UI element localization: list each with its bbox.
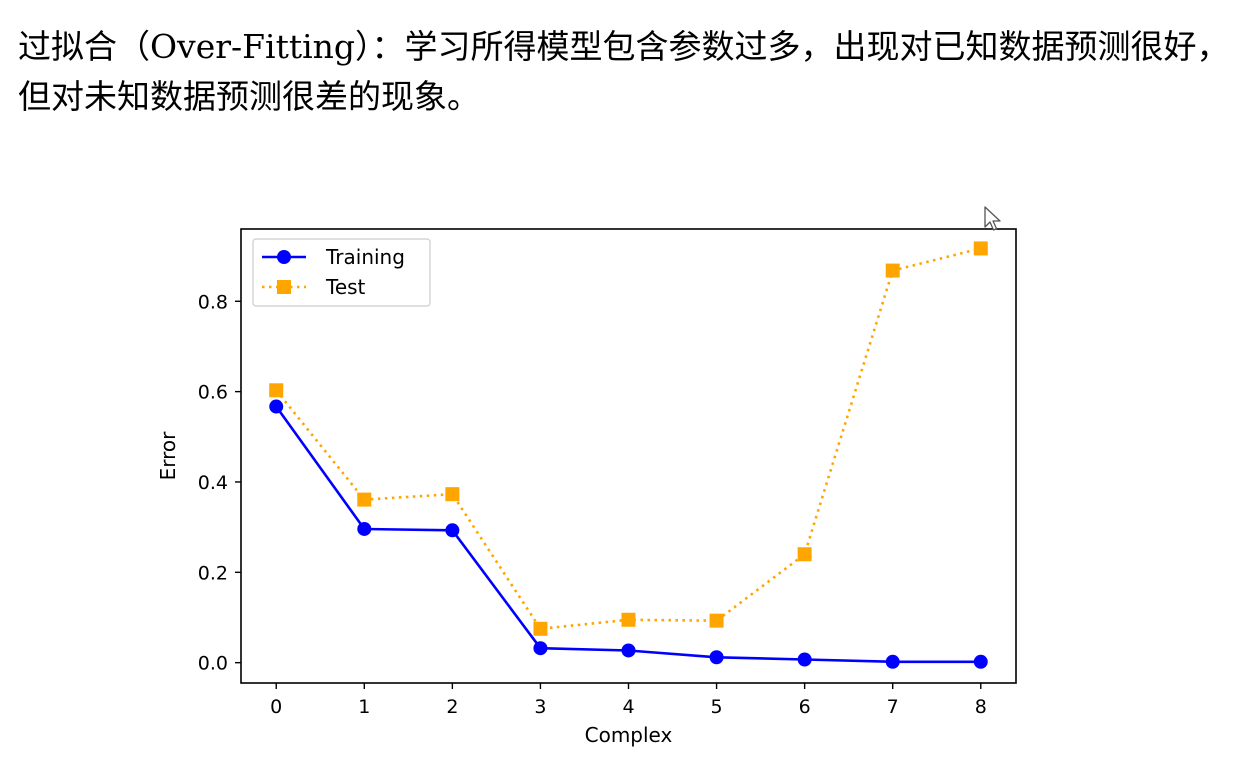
training-point — [445, 523, 460, 538]
test-point — [357, 492, 372, 507]
series-layer — [269, 241, 988, 669]
test-point — [621, 612, 636, 627]
y-axis-label: Error — [156, 431, 180, 481]
mouse-cursor-icon — [984, 206, 1001, 231]
x-axis-label: Complex — [585, 723, 673, 747]
x-tick-label: 5 — [711, 696, 723, 718]
test-point — [709, 613, 724, 628]
x-tick-label: 3 — [534, 696, 546, 718]
training-point — [709, 650, 724, 665]
y-tick-label: 0.4 — [198, 472, 228, 494]
test-point — [797, 547, 812, 562]
x-tick-label: 8 — [975, 696, 987, 718]
test-point — [533, 621, 548, 636]
x-tick-label: 1 — [358, 696, 370, 718]
legend: Training Test — [252, 238, 431, 307]
test-point — [973, 241, 988, 256]
y-tick-label: 0.8 — [198, 291, 228, 313]
x-tick-label: 0 — [270, 696, 282, 718]
y-tick-label: 0.6 — [198, 382, 228, 404]
y-tick-label: 0.2 — [198, 562, 228, 584]
training-point — [621, 643, 636, 658]
x-tick-label: 4 — [622, 696, 634, 718]
training-point — [357, 521, 372, 536]
legend-training-label: Training — [325, 245, 405, 269]
training-point — [797, 652, 812, 667]
x-tick-label: 7 — [887, 696, 899, 718]
test-point — [885, 263, 900, 278]
x-tick-label: 2 — [446, 696, 458, 718]
training-point — [885, 654, 900, 669]
slide-definition-text: 过拟合（Over-Fitting）：学习所得模型包含参数过多，出现对已知数据预测… — [18, 27, 1230, 116]
y-tick-label: 0.0 — [198, 653, 228, 675]
test-point — [269, 383, 284, 398]
legend-test-label: Test — [325, 275, 366, 299]
training-point — [973, 654, 988, 669]
axis-layer: 0 1 2 3 4 5 6 7 8 0.0 0.2 0.4 0.6 0.8 — [198, 291, 987, 718]
legend-training-marker — [277, 250, 291, 264]
test-point — [445, 487, 460, 502]
training-point — [269, 399, 284, 414]
x-tick-label: 6 — [799, 696, 811, 718]
legend-test-marker — [277, 280, 291, 294]
training-point — [533, 641, 548, 656]
